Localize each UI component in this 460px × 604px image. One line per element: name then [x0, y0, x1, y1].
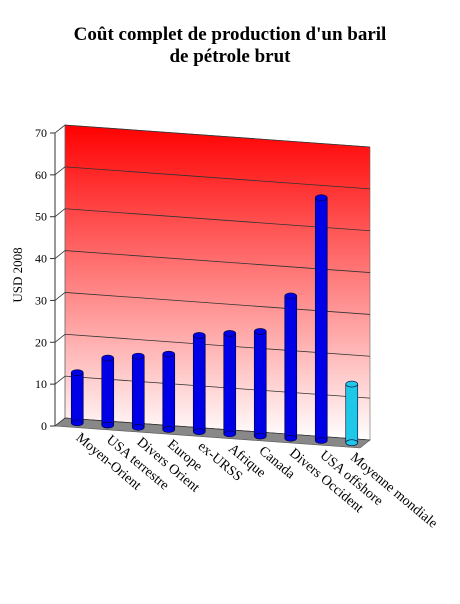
bar [131, 355, 145, 428]
bar [345, 383, 359, 443]
grid-line [64, 124, 371, 148]
grid-line [54, 250, 66, 259]
bar-top [192, 332, 206, 339]
bar-top [314, 194, 328, 202]
grid-line [54, 166, 66, 176]
grid-line [54, 208, 66, 218]
bar-base [284, 434, 298, 442]
bar-top [284, 292, 298, 300]
grid-line [64, 166, 371, 190]
grid-line [54, 417, 66, 427]
bar-top [101, 354, 115, 362]
bar-base [253, 432, 267, 440]
bar-base [314, 437, 328, 444]
bar [314, 197, 328, 441]
chart-title: de pétrole brut [169, 46, 291, 67]
bar-base [70, 419, 84, 427]
grid-line [54, 333, 66, 343]
bar-base [223, 430, 237, 438]
grid-line [54, 375, 66, 385]
y-tick-label: 70 [35, 126, 47, 140]
grid-line [54, 124, 66, 134]
bar [192, 335, 206, 432]
bar-base [192, 428, 206, 435]
bar [284, 295, 298, 439]
bar [253, 331, 267, 437]
y-tick-label: 10 [35, 377, 47, 391]
bar-base [162, 426, 176, 433]
bar [101, 357, 115, 426]
bar-top [253, 328, 267, 335]
bar-base [131, 423, 145, 431]
grid-line [54, 292, 66, 301]
bar [223, 333, 237, 435]
y-tick-label: 60 [35, 168, 47, 182]
bar-top [345, 380, 359, 388]
y-tick-label: 20 [35, 335, 47, 349]
bar-base [345, 439, 359, 446]
bar-top [131, 352, 145, 360]
y-tick-label: 50 [35, 210, 47, 224]
bar [70, 372, 84, 424]
y-tick-label: 40 [35, 252, 47, 266]
bar-top [70, 369, 84, 376]
bar-top [162, 350, 176, 358]
chart-title: Coût complet de production d'un baril [74, 24, 387, 45]
bar [162, 353, 176, 430]
bar-top [223, 330, 237, 337]
side-wall [54, 124, 66, 427]
bar-base [101, 421, 115, 429]
y-axis-label: USD 2008 [10, 247, 25, 302]
y-tick-label: 0 [41, 419, 47, 433]
y-tick-label: 30 [35, 293, 47, 307]
